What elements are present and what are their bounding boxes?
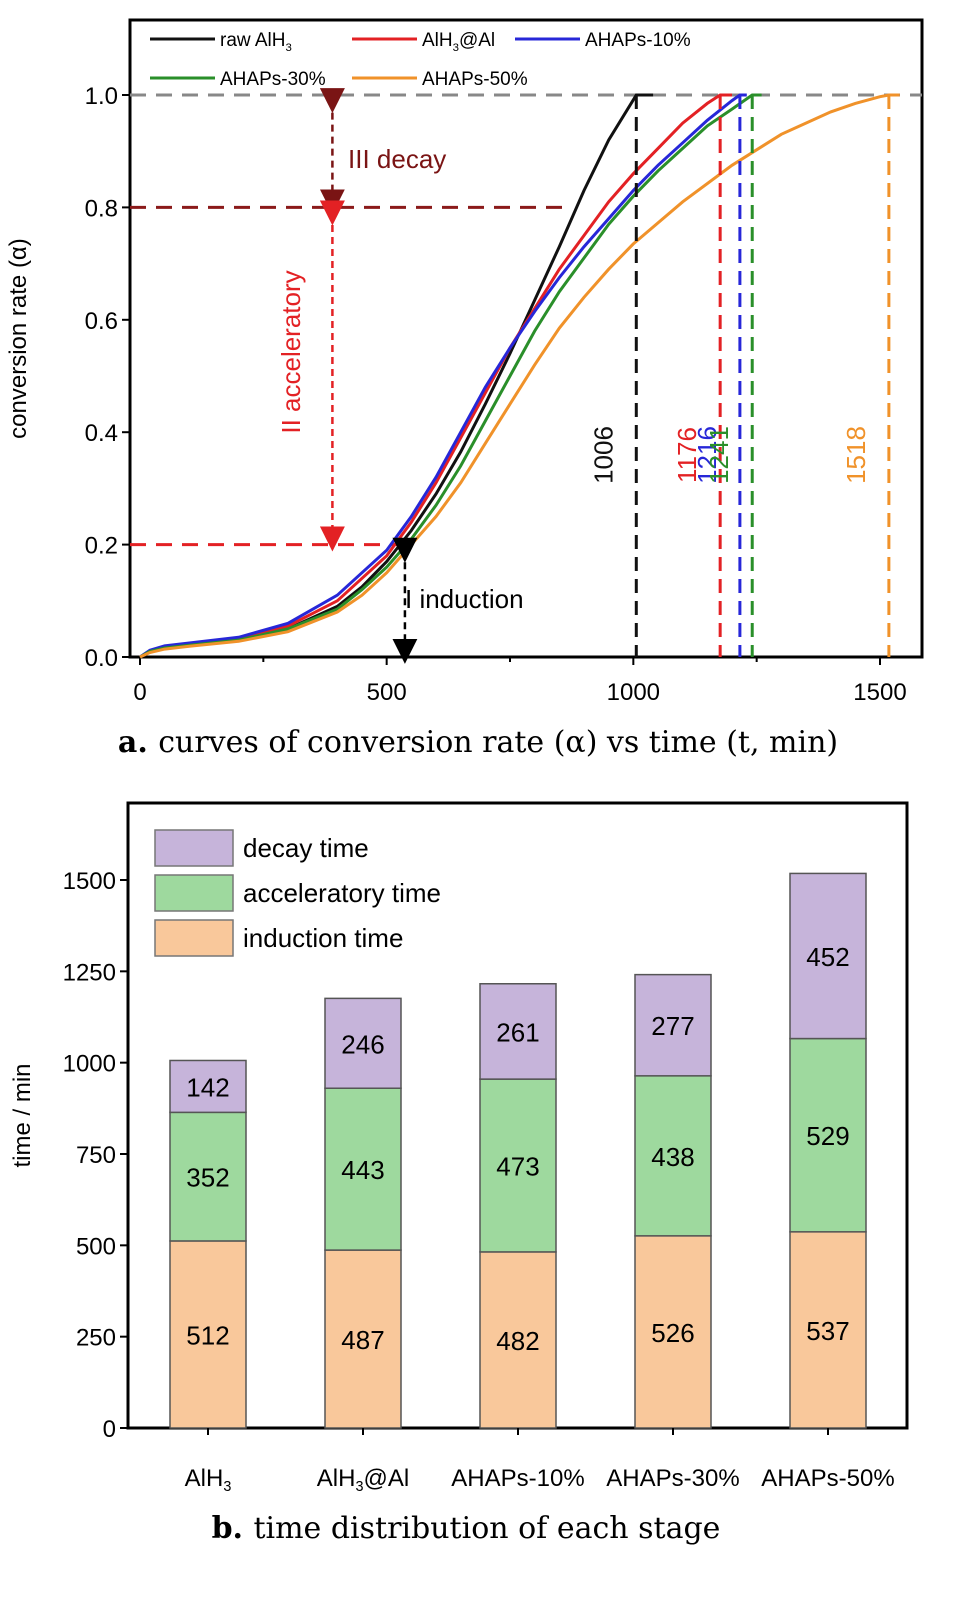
bar-value-label: 452 [806, 942, 849, 972]
bar-segment-3-2 [634, 973, 712, 1077]
y-tick-label: 1500 [63, 868, 116, 895]
y-tick-label: 0.2 [85, 533, 118, 560]
bar-segment-2-2 [479, 983, 557, 1080]
bar-segment-3-1 [634, 1075, 712, 1237]
x-tick-label: AHAPs-10% [451, 1465, 584, 1492]
bar-segment-0-1 [169, 1111, 247, 1242]
y-tick-label: 0.4 [85, 420, 118, 447]
x-tick-label: AlH3 [185, 1465, 232, 1495]
y-axis-label: conversion rate (α) [5, 238, 32, 439]
x-tick-label: AlH3@Al [317, 1465, 409, 1495]
x-tick-label: 0 [133, 679, 146, 706]
series-line-3 [139, 93, 762, 659]
x-tick-label: AHAPs-50% [761, 1465, 894, 1492]
bar-value-label: 537 [806, 1316, 849, 1346]
bar-segment-0-2 [169, 1059, 247, 1114]
legend-label-2: AHAPs-10% [585, 30, 691, 51]
y-tick-label: 1250 [63, 959, 116, 986]
legend-swatch-0 [154, 829, 234, 867]
legend-label-2: induction time [243, 923, 403, 953]
y-tick-label: 0.0 [85, 645, 118, 672]
y-tick-label: 0 [103, 1416, 116, 1443]
bar-value-label: 473 [496, 1152, 539, 1182]
bar-segment-2-0 [479, 1251, 557, 1429]
y-tick-label: 1000 [63, 1051, 116, 1078]
bar-value-label: 352 [186, 1163, 229, 1193]
y-tick-label: 1.0 [85, 83, 118, 110]
series-line-4 [139, 93, 900, 659]
x-tick-label: 500 [367, 679, 407, 706]
series-line-2 [139, 93, 747, 659]
legend-label-1: acceleratory time [243, 878, 441, 908]
legend-swatch-2 [154, 919, 234, 957]
bar-value-label: 246 [341, 1029, 384, 1059]
y-tick-label: 750 [76, 1142, 116, 1169]
panel-b-caption: b. time distribution of each stage [212, 1511, 721, 1546]
y-tick-label: 0.8 [85, 195, 118, 222]
bar-value-label: 482 [496, 1326, 539, 1356]
bar-segment-4-0 [789, 1231, 867, 1429]
legend-label-3: AHAPs-30% [220, 69, 326, 90]
acceleratory-annotation: II acceleratory [276, 270, 306, 433]
y-axis-label: time / min [9, 1063, 36, 1167]
series-line-0 [139, 93, 654, 659]
legend-label-4: AHAPs-50% [422, 69, 528, 90]
panel-a-line-chart: 0.0 0.2 0.4 0.6 0.8 1.0 0 500 1000 1500 conversion… [5, 18, 924, 760]
bar-segment-4-2 [789, 872, 867, 1040]
bar-value-label: 443 [341, 1155, 384, 1185]
y-tick-label: 250 [76, 1325, 116, 1352]
bar-value-label: 438 [651, 1142, 694, 1172]
x-tick-label: 1500 [853, 679, 906, 706]
end-time-label-2: 1216 [692, 426, 722, 484]
panel-a-caption: a. curves of conversion rate (α) vs time… [118, 725, 838, 760]
x-tick-label: 1000 [607, 679, 660, 706]
end-time-label-0: 1006 [588, 426, 618, 484]
bar-segment-1-0 [324, 1249, 402, 1429]
bar-value-label: 277 [651, 1011, 694, 1041]
end-time-label-4: 1518 [841, 426, 871, 484]
x-tick-label: AHAPs-30% [606, 1465, 739, 1492]
y-tick-label: 500 [76, 1233, 116, 1260]
bar-segment-2-1 [479, 1078, 557, 1253]
bar-segment-1-1 [324, 1087, 402, 1251]
bar-value-label: 261 [496, 1017, 539, 1047]
decay-annotation: III decay [348, 144, 446, 174]
induction-annotation: I induction [405, 584, 524, 614]
bar-segment-1-2 [324, 997, 402, 1089]
bar-value-label: 487 [341, 1325, 384, 1355]
bar-value-label: 526 [651, 1318, 694, 1348]
legend-label-1: AlH3@Al [422, 30, 495, 54]
bar-segment-4-1 [789, 1037, 867, 1233]
legend-label-0: raw AlH3 [220, 30, 292, 54]
panel-b-stacked-bar-chart: 0 250 500 750 1000 1250 1500 time / min 512 352 14… [9, 801, 909, 1546]
bar-value-label: 512 [186, 1320, 229, 1350]
plot-frame [128, 18, 924, 659]
end-time-label-1: 1176 [672, 427, 702, 483]
legend-swatch-1 [154, 874, 234, 912]
y-tick-label: 0.6 [85, 308, 118, 335]
bar-value-label: 529 [806, 1121, 849, 1151]
bar-value-label: 142 [186, 1072, 229, 1102]
bar-segment-0-0 [169, 1240, 247, 1429]
legend-label-0: decay time [243, 833, 369, 863]
end-time-label-3: 1241 [704, 426, 734, 484]
